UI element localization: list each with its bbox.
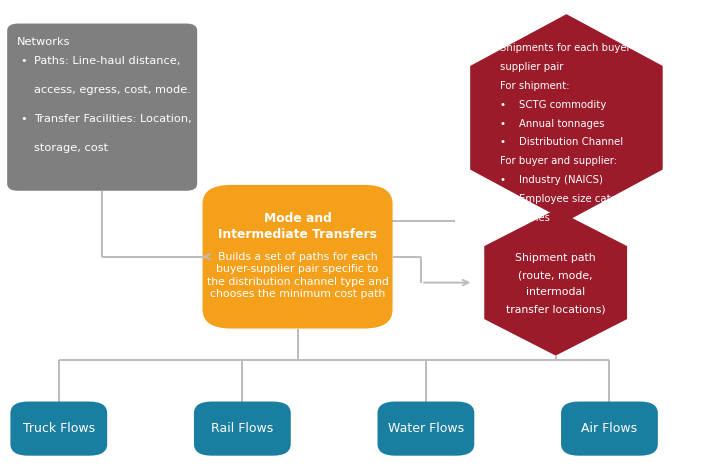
Text: Shipments for each buyer-: Shipments for each buyer-	[500, 43, 633, 53]
FancyBboxPatch shape	[561, 401, 657, 456]
Text: •    Employee size category: • Employee size category	[500, 194, 640, 204]
Text: Builds a set of paths for each
buyer-supplier pair specific to
the distribution : Builds a set of paths for each buyer-sup…	[206, 252, 389, 299]
Text: Transfer Facilities: Location,: Transfer Facilities: Location,	[34, 114, 192, 124]
Text: storage, cost: storage, cost	[34, 143, 108, 153]
Text: •    Zones: • Zones	[500, 213, 550, 223]
Text: Shipment path: Shipment path	[516, 253, 596, 263]
Text: •    Distribution Channel: • Distribution Channel	[500, 138, 623, 147]
Text: For buyer and supplier:: For buyer and supplier:	[500, 156, 617, 166]
FancyBboxPatch shape	[194, 401, 291, 456]
FancyBboxPatch shape	[10, 401, 108, 456]
Text: supplier pair: supplier pair	[500, 62, 563, 72]
Polygon shape	[470, 14, 663, 221]
Text: intermodal: intermodal	[526, 287, 585, 297]
Text: transfer locations): transfer locations)	[506, 304, 605, 314]
FancyBboxPatch shape	[7, 24, 197, 191]
Text: •    SCTG commodity: • SCTG commodity	[500, 100, 606, 110]
Text: access, egress, cost, mode.: access, egress, cost, mode.	[34, 85, 191, 95]
Text: •: •	[20, 56, 27, 65]
Text: Truck Flows: Truck Flows	[23, 422, 95, 435]
Text: •    Annual tonnages: • Annual tonnages	[500, 119, 604, 129]
Text: (route, mode,: (route, mode,	[518, 270, 593, 280]
Text: •: •	[20, 114, 27, 124]
Text: Water Flows: Water Flows	[388, 422, 464, 435]
Text: •    Industry (NAICS): • Industry (NAICS)	[500, 175, 603, 185]
Text: Networks: Networks	[17, 37, 71, 47]
FancyBboxPatch shape	[377, 401, 475, 456]
Text: Mode and
Intermediate Transfers: Mode and Intermediate Transfers	[218, 211, 377, 241]
Text: Air Flows: Air Flows	[581, 422, 637, 435]
Text: Rail Flows: Rail Flows	[212, 422, 273, 435]
Text: For shipment:: For shipment:	[500, 81, 569, 91]
Text: Paths: Line-haul distance,: Paths: Line-haul distance,	[34, 56, 181, 65]
FancyBboxPatch shape	[202, 185, 393, 329]
Polygon shape	[484, 210, 627, 356]
